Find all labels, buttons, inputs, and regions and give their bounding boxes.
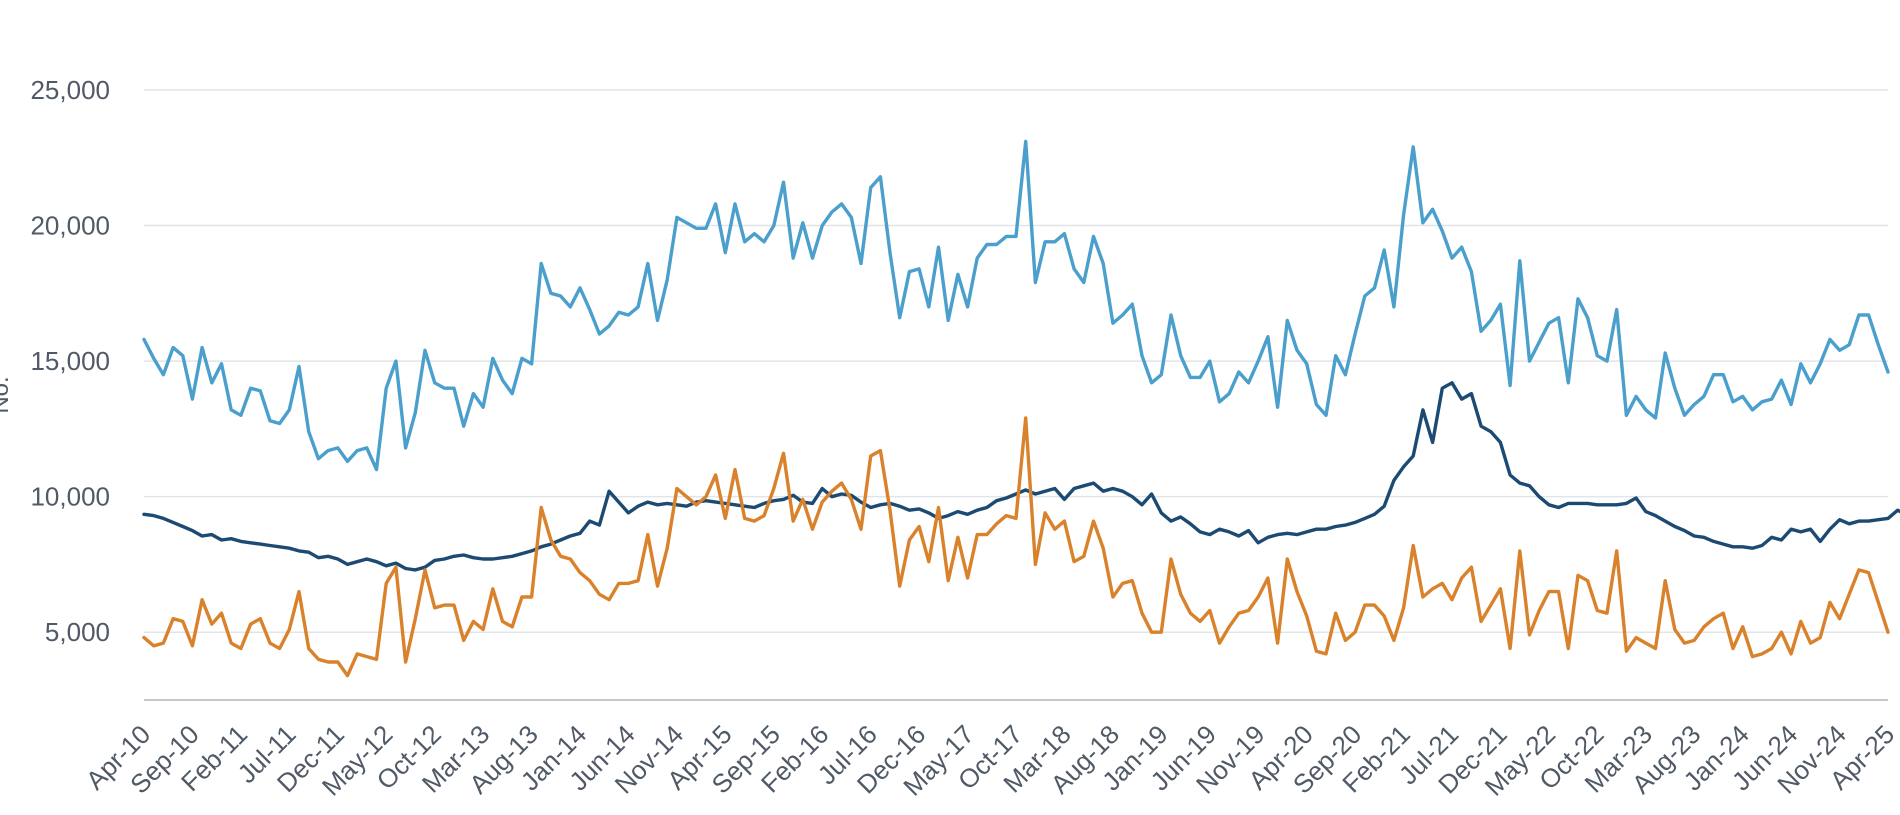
y-axis-ticks: 5,000 10,000 15,000 20,000 25,000: [30, 75, 110, 647]
series-line-1: [142, 139, 1890, 472]
series-line-3: [142, 416, 1890, 678]
x-axis-ticks: Apr-10Sep-10Feb-11Jul-11Dec-11May-12Oct-…: [80, 719, 1900, 802]
series-line-2: [142, 381, 1900, 572]
y-tick-label: 15,000: [30, 346, 110, 376]
gridlines: [144, 89, 1888, 633]
y-tick-label: 10,000: [30, 482, 110, 512]
y-tick-label: 25,000: [30, 75, 110, 105]
y-tick-label: 20,000: [30, 211, 110, 241]
series-lines: [142, 139, 1900, 678]
y-axis-label: No.: [0, 376, 14, 413]
y-tick-label: 5,000: [45, 617, 110, 647]
